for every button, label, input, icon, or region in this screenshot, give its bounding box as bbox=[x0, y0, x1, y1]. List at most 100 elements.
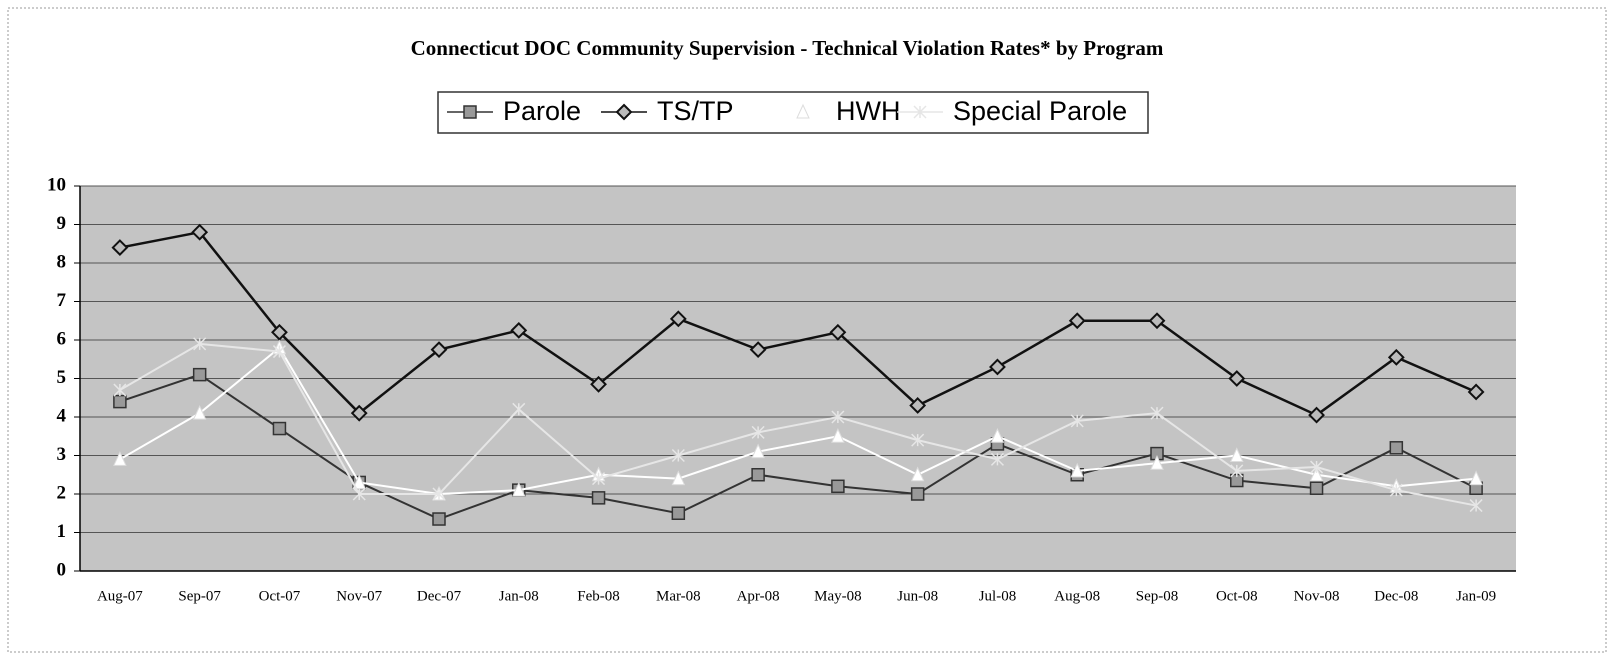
data-point bbox=[350, 404, 368, 422]
x-tick-label: Dec-07 bbox=[417, 588, 462, 604]
y-tick-label: 1 bbox=[57, 521, 67, 542]
legend-marker bbox=[796, 103, 810, 119]
data-point bbox=[669, 310, 687, 328]
data-point bbox=[191, 223, 209, 241]
series-line bbox=[119, 346, 1477, 496]
data-point bbox=[1148, 312, 1166, 330]
data-point bbox=[1308, 406, 1325, 424]
y-tick-label: 9 bbox=[57, 213, 67, 234]
series-line bbox=[119, 373, 1477, 521]
data-point bbox=[113, 383, 127, 397]
legend-label: Parole bbox=[503, 96, 581, 126]
x-tick-label: Jun-08 bbox=[897, 588, 938, 604]
y-tick-label: 8 bbox=[57, 251, 67, 272]
y-tick-label: 3 bbox=[57, 444, 67, 465]
data-point bbox=[751, 468, 765, 482]
data-point bbox=[1389, 441, 1404, 455]
data-point bbox=[749, 341, 767, 359]
data-point bbox=[1229, 447, 1244, 462]
x-tick-label: Apr-08 bbox=[737, 588, 780, 604]
data-point bbox=[1309, 481, 1324, 495]
x-tick-label: Jul-08 bbox=[979, 588, 1017, 604]
data-point bbox=[113, 451, 127, 466]
data-point bbox=[352, 487, 366, 501]
data-point bbox=[1150, 455, 1164, 470]
y-tick-label: 10 bbox=[47, 174, 66, 195]
data-point bbox=[829, 323, 847, 341]
data-point bbox=[272, 345, 286, 359]
x-tick-label: Aug-07 bbox=[97, 588, 143, 604]
data-point bbox=[1070, 414, 1084, 428]
data-point bbox=[430, 341, 448, 359]
x-tick-label: Nov-08 bbox=[1294, 588, 1340, 604]
data-point bbox=[831, 479, 845, 494]
data-point bbox=[193, 337, 207, 351]
data-point bbox=[990, 452, 1004, 466]
x-tick-label: Jan-09 bbox=[1456, 588, 1496, 604]
chart-title: Connecticut DOC Community Supervision - … bbox=[411, 36, 1164, 60]
x-tick-label: Mar-08 bbox=[656, 588, 701, 604]
data-point bbox=[1389, 483, 1403, 497]
data-point bbox=[751, 425, 765, 439]
data-point bbox=[192, 367, 207, 382]
x-tick-label: Jan-08 bbox=[499, 588, 539, 604]
x-tick-label: Oct-07 bbox=[259, 588, 301, 604]
y-tick-label: 6 bbox=[57, 328, 67, 349]
data-point bbox=[591, 491, 606, 505]
data-point bbox=[113, 394, 127, 409]
y-tick-label: 7 bbox=[57, 290, 67, 311]
y-tick-label: 5 bbox=[57, 367, 67, 388]
y-tick-label: 4 bbox=[57, 405, 67, 426]
data-point bbox=[111, 239, 129, 257]
x-tick-label: Feb-08 bbox=[577, 588, 620, 604]
x-tick-label: Dec-08 bbox=[1374, 588, 1418, 604]
data-point bbox=[511, 481, 526, 497]
x-tick-label: Aug-08 bbox=[1054, 588, 1100, 604]
data-point bbox=[989, 358, 1006, 376]
x-tick-label: Oct-08 bbox=[1216, 588, 1258, 604]
data-point bbox=[831, 410, 845, 424]
data-point bbox=[510, 321, 528, 339]
data-point bbox=[592, 472, 606, 486]
data-point bbox=[590, 375, 607, 393]
data-point bbox=[831, 428, 845, 443]
data-point bbox=[910, 466, 925, 482]
data-point bbox=[671, 506, 686, 520]
data-point bbox=[192, 404, 207, 420]
data-point bbox=[910, 487, 925, 501]
data-point bbox=[1230, 464, 1244, 478]
data-point bbox=[671, 470, 686, 486]
data-point bbox=[1469, 499, 1483, 513]
legend-marker bbox=[913, 105, 927, 119]
data-point bbox=[432, 512, 446, 526]
data-point bbox=[432, 487, 446, 501]
series-line bbox=[119, 230, 1477, 417]
x-tick-label: Sep-07 bbox=[178, 588, 221, 604]
data-point bbox=[1228, 370, 1246, 387]
x-tick-label: Nov-07 bbox=[336, 588, 382, 604]
data-point bbox=[911, 433, 925, 447]
data-point bbox=[990, 428, 1005, 443]
data-point bbox=[1469, 470, 1483, 486]
legend-label: HWH bbox=[836, 96, 900, 126]
data-point bbox=[272, 421, 287, 436]
legend-label: TS/TP bbox=[657, 96, 734, 126]
legend-marker bbox=[463, 105, 477, 119]
data-point bbox=[271, 323, 288, 341]
data-point bbox=[751, 443, 765, 459]
data-point bbox=[671, 448, 685, 463]
data-point bbox=[1387, 348, 1405, 366]
data-point bbox=[1070, 462, 1085, 478]
x-tick-label: May-08 bbox=[814, 588, 862, 604]
legend-marker bbox=[615, 103, 633, 121]
y-tick-label: 2 bbox=[57, 482, 67, 503]
data-point bbox=[909, 397, 927, 414]
series-line bbox=[119, 342, 1477, 507]
data-point bbox=[512, 402, 526, 416]
data-point bbox=[1310, 460, 1324, 474]
legend-label: Special Parole bbox=[953, 96, 1127, 126]
data-point bbox=[1150, 406, 1164, 420]
x-tick-label: Sep-08 bbox=[1136, 588, 1179, 604]
data-point bbox=[1309, 466, 1324, 482]
